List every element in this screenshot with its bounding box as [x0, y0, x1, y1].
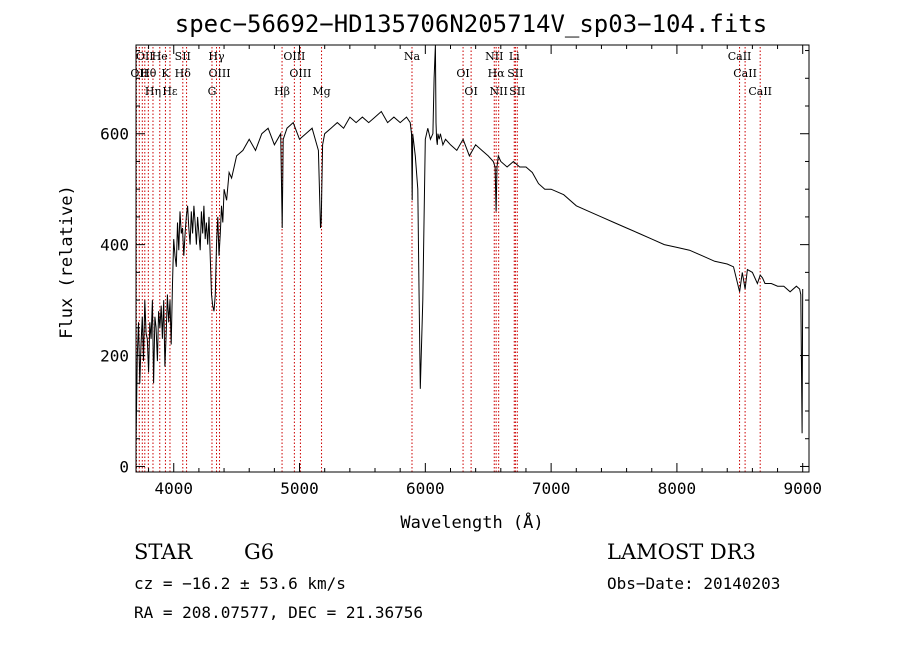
- line-mark-label: OII: [136, 50, 154, 63]
- line-marks: [136, 47, 761, 472]
- line-mark-label: NII: [490, 85, 508, 98]
- line-mark-label: OII: [130, 67, 148, 80]
- x-tick-label: 8000: [658, 479, 697, 498]
- coordinates-text: RA = 208.07577, DEC = 21.36756: [134, 603, 423, 622]
- y-axis-label: Flux (relative): [57, 185, 77, 339]
- line-mark-label: Hθ: [140, 67, 157, 80]
- line-mark-label: G: [208, 85, 217, 98]
- obs-date-text: Obs−Date: 20140203: [607, 574, 781, 593]
- x-tick-label: 6000: [406, 479, 445, 498]
- object-class: STAR: [134, 540, 193, 564]
- y-tick-label: 400: [100, 236, 129, 255]
- line-mark-label: He: [152, 50, 168, 63]
- chart-title: spec−56692−HD135706N205714V_sp03−104.fit…: [175, 10, 767, 38]
- x-tick-label: 5000: [280, 479, 319, 498]
- line-mark-label: Li: [509, 50, 520, 63]
- line-mark-label: Hε: [162, 85, 178, 98]
- plot-frame: [135, 44, 810, 473]
- line-mark-label: Mg: [312, 85, 330, 98]
- line-mark-label: SII: [509, 85, 525, 98]
- line-mark-label: OIII: [283, 50, 305, 63]
- line-mark-label: NII: [485, 50, 503, 63]
- line-mark-label: OIII: [208, 67, 230, 80]
- survey-name: LAMOST DR3: [607, 540, 756, 564]
- line-mark-label: OI: [464, 85, 477, 98]
- line-mark-label: SII: [175, 50, 191, 63]
- axes: 4000 5000 6000 7000 8000 9000 0 200 400 600: [100, 44, 822, 498]
- line-mark-label: OI: [456, 67, 469, 80]
- line-mark-label: CaII: [748, 85, 772, 98]
- y-tick-label: 200: [100, 347, 129, 366]
- x-tick-label: 7000: [532, 479, 571, 498]
- line-mark-label: K: [161, 67, 170, 80]
- line-mark-label: CaII: [728, 50, 752, 63]
- line-mark-label: Hα: [488, 67, 506, 80]
- line-mark-label: SII: [507, 67, 523, 80]
- line-mark-label: OIII: [289, 67, 311, 80]
- spectrum-plot: spec−56692−HD135706N205714V_sp03−104.fit…: [57, 10, 822, 533]
- line-mark-label: Hδ: [175, 67, 192, 80]
- y-tick-label: 0: [119, 457, 129, 476]
- line-mark-label: Hη: [145, 85, 161, 98]
- x-tick-label: 4000: [154, 479, 193, 498]
- line-mark-labels: OIIOIIHθHηHeKHεSIIHδGHγOIIIHβOIIIOIIIMgN…: [130, 50, 772, 98]
- subclass: G6: [244, 540, 275, 564]
- redshift-text: cz = −16.2 ± 53.6 km/s: [134, 574, 346, 593]
- line-mark-label: CaII: [733, 67, 757, 80]
- x-axis-label: Wavelength (Å): [400, 511, 543, 533]
- y-tick-label: 600: [100, 125, 129, 144]
- x-tick-label: 9000: [783, 479, 822, 498]
- line-mark-label: Hβ: [274, 85, 290, 98]
- line-mark-label: Na: [404, 50, 421, 63]
- line-mark-label: Hγ: [208, 50, 225, 63]
- spectrum-line: [135, 44, 804, 445]
